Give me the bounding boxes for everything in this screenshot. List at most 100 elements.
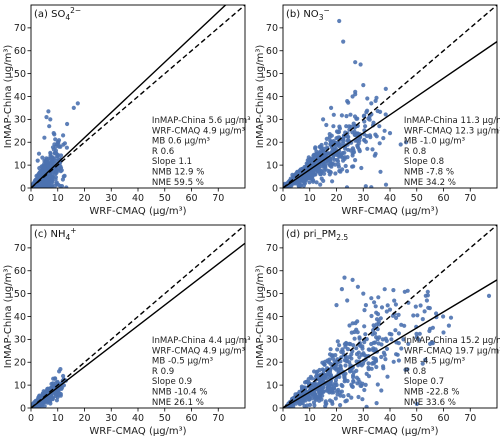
x-tick-label: 10 bbox=[52, 193, 64, 204]
panel-title: (a) SO42− bbox=[34, 6, 81, 22]
data-point bbox=[324, 401, 329, 406]
data-point bbox=[334, 303, 339, 308]
x-axis-label: WRF-CMAQ (μg/m³) bbox=[89, 206, 186, 217]
y-axis-label: InMAP-China (μg/m³) bbox=[255, 265, 266, 369]
y-tick-label: 20 bbox=[266, 138, 278, 149]
data-point bbox=[357, 380, 362, 385]
data-point bbox=[327, 132, 332, 137]
data-point bbox=[47, 124, 52, 129]
y-axis-label: InMAP-China (μg/m³) bbox=[3, 265, 14, 369]
panel-3: 0 10 20 30 40 50 60 70 0 10 20 30 40 50 60 70 WRF-CMAQ (… bbox=[3, 224, 251, 437]
data-point bbox=[349, 395, 354, 400]
data-point bbox=[369, 101, 374, 106]
data-point bbox=[347, 323, 352, 328]
data-point bbox=[61, 373, 66, 379]
data-point bbox=[339, 287, 344, 292]
panel-4: 0 10 20 30 40 50 60 70 0 10 20 30 40 50 60 70 WRF-CMAQ (… bbox=[255, 224, 500, 437]
y-tick-label: 10 bbox=[266, 380, 278, 391]
data-point bbox=[309, 156, 314, 161]
data-point bbox=[319, 176, 324, 181]
data-point bbox=[362, 138, 367, 143]
data-point bbox=[359, 352, 364, 357]
data-point bbox=[350, 321, 355, 326]
y-tick-label: 60 bbox=[14, 46, 26, 57]
data-point bbox=[336, 140, 341, 145]
data-point bbox=[362, 308, 367, 313]
data-point bbox=[338, 393, 343, 398]
x-tick-label: 70 bbox=[212, 193, 224, 204]
data-point bbox=[305, 158, 310, 163]
data-point bbox=[50, 160, 55, 165]
data-point bbox=[297, 399, 302, 404]
data-point bbox=[379, 305, 385, 310]
data-point bbox=[42, 390, 48, 395]
data-point bbox=[379, 388, 384, 393]
stat-line: NME 26.1 % bbox=[152, 398, 204, 408]
data-point bbox=[317, 367, 322, 373]
data-point bbox=[48, 151, 53, 157]
stat-line: MB -0.5 μg/m³ bbox=[152, 357, 214, 367]
data-point bbox=[352, 336, 357, 341]
data-point bbox=[325, 387, 330, 392]
stat-line: WRF-CMAQ 12.3 μg/m³ bbox=[404, 126, 500, 136]
stat-line: Slope 1.1 bbox=[152, 157, 192, 167]
data-point bbox=[317, 164, 322, 170]
regression-line bbox=[31, 242, 245, 408]
stat-line: MB -1.0 μg/m³ bbox=[404, 137, 466, 147]
data-point bbox=[427, 328, 432, 334]
x-tick-label: 60 bbox=[185, 193, 197, 204]
data-point bbox=[358, 62, 363, 67]
data-point bbox=[39, 183, 44, 188]
panel-title: (b) NO3− bbox=[286, 6, 330, 22]
y-axis-label: InMAP-China (μg/m³) bbox=[3, 45, 14, 149]
data-point bbox=[353, 158, 358, 163]
data-point bbox=[319, 169, 324, 174]
data-point bbox=[365, 108, 370, 113]
y-tick-label: 60 bbox=[14, 266, 26, 277]
y-tick-label: 0 bbox=[272, 403, 278, 414]
data-point bbox=[60, 177, 65, 182]
data-point bbox=[311, 391, 316, 397]
x-tick-label: 50 bbox=[411, 413, 423, 424]
data-point bbox=[316, 388, 321, 393]
data-point bbox=[381, 366, 386, 371]
y-tick-label: 10 bbox=[14, 380, 26, 391]
stat-line: NMB -22.8 % bbox=[404, 388, 460, 398]
data-point bbox=[404, 140, 409, 145]
data-point bbox=[339, 382, 344, 388]
data-point bbox=[337, 126, 342, 131]
data-point bbox=[362, 340, 367, 345]
data-point bbox=[354, 375, 359, 380]
y-tick-label: 70 bbox=[266, 243, 278, 254]
data-point bbox=[448, 315, 454, 320]
data-point bbox=[356, 394, 361, 400]
data-point bbox=[365, 96, 370, 101]
data-point bbox=[376, 322, 381, 327]
data-point bbox=[334, 367, 339, 372]
data-point bbox=[344, 398, 349, 403]
data-point bbox=[323, 153, 328, 158]
data-point bbox=[356, 350, 361, 355]
x-tick-label: 40 bbox=[132, 193, 144, 204]
data-point bbox=[389, 332, 394, 337]
stat-line: NME 34.2 % bbox=[404, 178, 456, 188]
data-point bbox=[391, 288, 396, 293]
y-tick-label: 60 bbox=[266, 266, 278, 277]
data-point bbox=[420, 361, 425, 366]
data-point bbox=[366, 347, 371, 352]
data-point bbox=[406, 341, 411, 346]
data-point bbox=[381, 136, 386, 141]
data-point bbox=[358, 383, 363, 388]
data-point bbox=[317, 398, 322, 403]
data-point bbox=[59, 385, 64, 390]
data-point bbox=[53, 183, 58, 188]
data-point bbox=[42, 161, 47, 166]
data-point bbox=[387, 307, 393, 312]
data-point bbox=[322, 375, 327, 380]
stat-line: InMAP-China 4.4 μg/m³ bbox=[152, 336, 251, 346]
data-point bbox=[378, 316, 383, 321]
data-point bbox=[384, 309, 389, 314]
data-point bbox=[396, 312, 401, 317]
data-point bbox=[64, 145, 69, 150]
